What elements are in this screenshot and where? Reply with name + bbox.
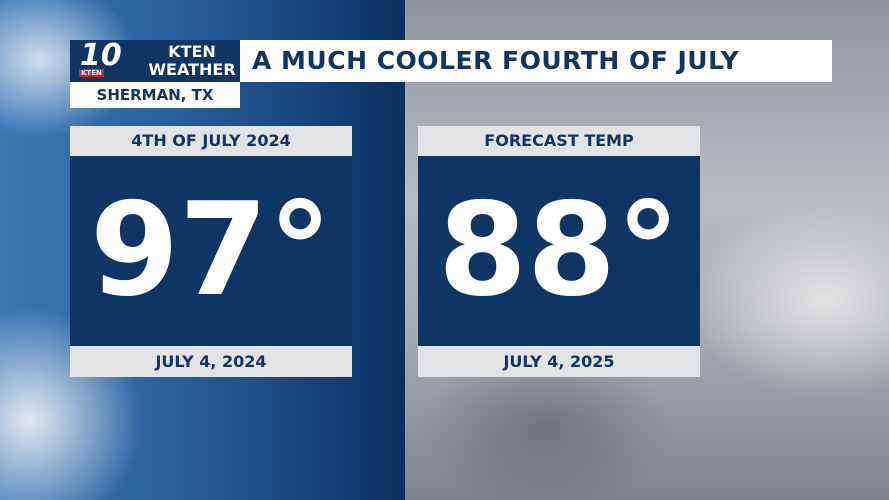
- panel-date: JULY 4, 2024: [70, 346, 352, 377]
- temperature: 88°: [418, 156, 700, 346]
- headline: A MUCH COOLER FOURTH OF JULY: [240, 40, 832, 82]
- station-logo: 10 KTEN KTEN WEATHER: [70, 38, 240, 82]
- logo-small: KTEN: [79, 69, 104, 77]
- panel-label: FORECAST TEMP: [418, 126, 700, 156]
- station-name: KTEN WEATHER: [148, 43, 236, 79]
- station-line: KTEN: [168, 42, 216, 61]
- location: SHERMAN, TX: [70, 82, 240, 108]
- logo-number: 10: [80, 38, 122, 73]
- panel-date: JULY 4, 2025: [418, 346, 700, 377]
- station-line: WEATHER: [148, 60, 236, 79]
- temp-panel: 4TH OF JULY 2024 97° JULY 4, 2024: [70, 126, 352, 377]
- temperature: 97°: [70, 156, 352, 346]
- panel-label: 4TH OF JULY 2024: [70, 126, 352, 156]
- temp-panel: FORECAST TEMP 88° JULY 4, 2025: [418, 126, 700, 377]
